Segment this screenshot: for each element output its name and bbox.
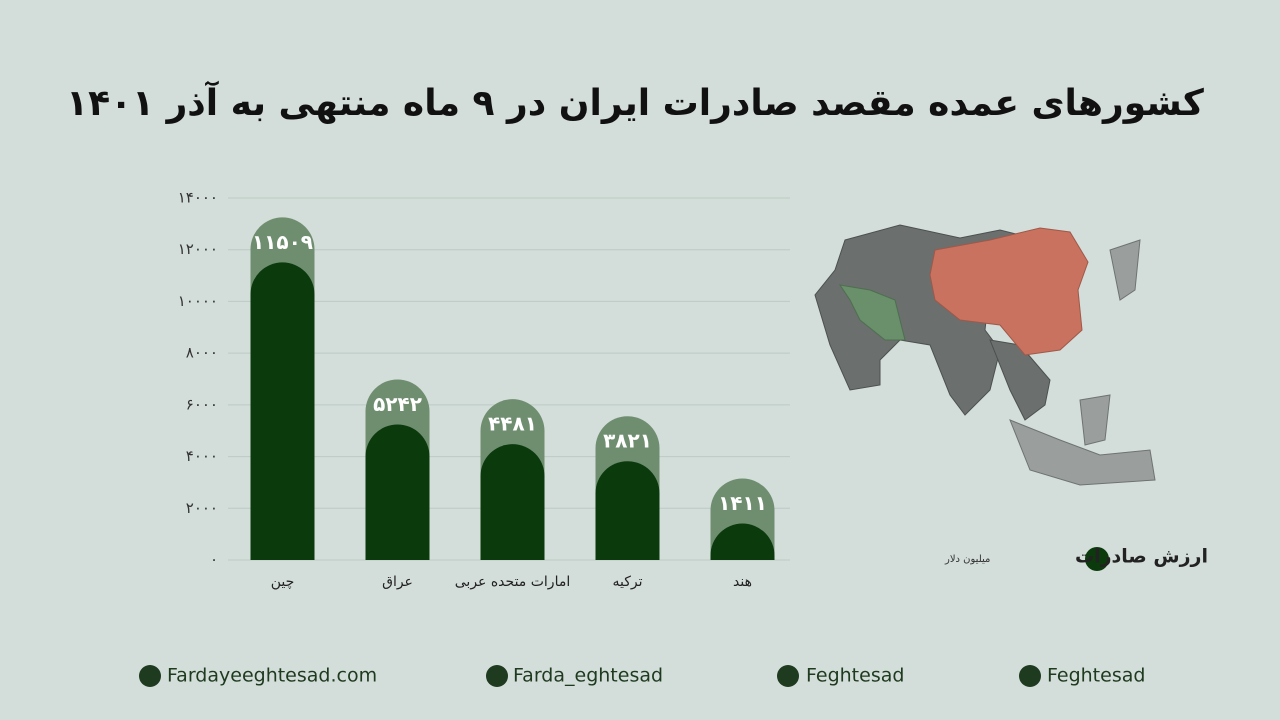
- footer-link[interactable]: Fardayeeghtesad.com: [167, 665, 377, 687]
- asia-map: [814, 224, 1156, 486]
- bar: [365, 424, 430, 560]
- bar: [595, 461, 660, 560]
- footer-link[interactable]: Feghtesad: [1047, 665, 1145, 687]
- telegram-icon: [777, 665, 799, 687]
- y-tick-label: ۰: [210, 551, 218, 569]
- plot: ۰ ۲۰۰۰ ۴۰۰۰ ۶۰۰۰ ۸۰۰۰ ۱۰۰۰۰ ۱۲۰۰۰ ۱۴۰۰۰ ۱۱۵۰۹ چین…: [178, 189, 790, 590]
- bar: [480, 444, 545, 560]
- value-label: ۱۴۱۱: [718, 491, 767, 515]
- value-label: ۵۲۴۲: [373, 392, 422, 416]
- twitter-icon: [1019, 665, 1041, 687]
- web-icon: [139, 665, 161, 687]
- x-tick-label: چین: [271, 574, 295, 590]
- footer-link[interactable]: Feghtesad: [806, 665, 904, 687]
- value-label: ۴۴۸۱: [488, 412, 537, 436]
- chart-title: کشورهای عمده مقصد صادرات ایران در ۹ ماه …: [66, 80, 1204, 124]
- value-label: ۳۸۲۱: [603, 429, 652, 453]
- y-tick-label: ۲۰۰۰: [186, 499, 218, 517]
- y-tick-label: ۱۴۰۰۰: [178, 189, 218, 207]
- footer: Fardayeeghtesad.com Farda_eghtesad Feght…: [139, 665, 1145, 687]
- value-label: ۱۱۵۰۹: [252, 230, 313, 254]
- x-tick-label: هند: [733, 574, 752, 590]
- y-tick-label: ۸۰۰۰: [186, 344, 218, 362]
- legend-unit: میلیون دلار: [944, 554, 990, 565]
- bar: [710, 523, 775, 560]
- y-tick-label: ۶۰۰۰: [186, 395, 218, 413]
- instagram-icon: [486, 665, 508, 687]
- legend-swatch: [1085, 547, 1109, 571]
- x-tick-label: ترکیه: [612, 574, 642, 590]
- x-tick-label: عراق: [382, 574, 413, 590]
- bar: [250, 262, 315, 560]
- footer-link[interactable]: Farda_eghtesad: [513, 665, 663, 687]
- legend-label: ارزش صادرات: [1075, 546, 1208, 568]
- y-tick-label: ۱۲۰۰۰: [178, 240, 218, 258]
- x-tick-label: امارات متحده عربی: [455, 574, 570, 590]
- y-tick-label: ۱۰۰۰۰: [178, 292, 218, 310]
- y-tick-label: ۴۰۰۰: [186, 447, 218, 465]
